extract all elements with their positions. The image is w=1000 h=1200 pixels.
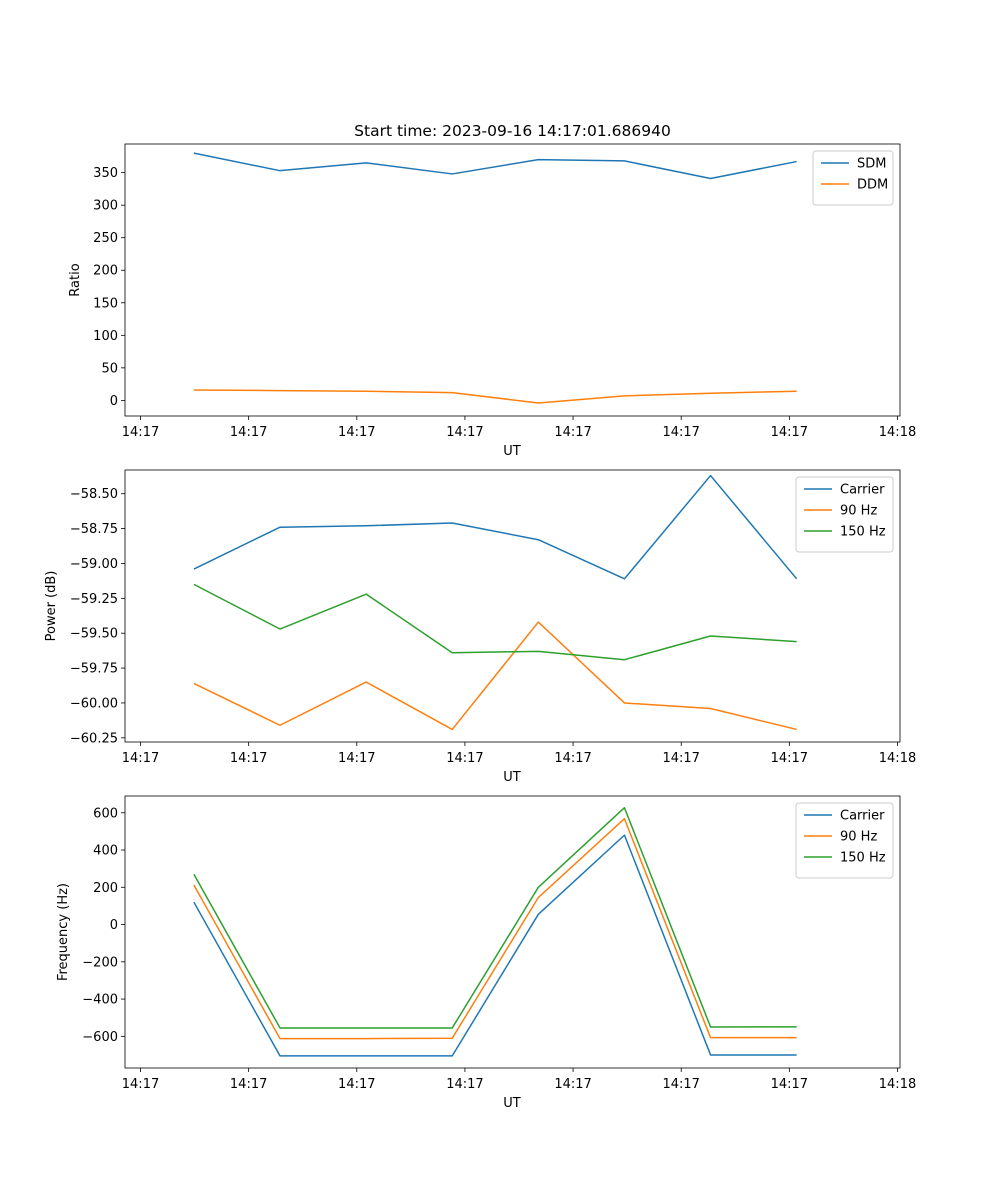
frequency-x-tick-label: 14:17 — [230, 1077, 267, 1092]
power-y-tick-label: −60.25 — [70, 731, 118, 746]
frequency-x-tick-label: 14:17 — [446, 1077, 483, 1092]
frequency-legend-label: 150 Hz — [840, 851, 886, 866]
ratio-x-tick-label: 14:17 — [554, 425, 591, 440]
ratio-y-tick-label: 300 — [93, 199, 118, 214]
ratio-legend-label: SDM — [857, 157, 886, 172]
frequency-x-tick-label: 14:17 — [771, 1077, 808, 1092]
power-y-tick-label: −58.75 — [70, 522, 118, 537]
ratio-y-tick-label: 50 — [101, 361, 118, 376]
power-x-tick-label: 14:17 — [446, 751, 483, 766]
ratio-x-tick-label: 14:17 — [338, 425, 375, 440]
power-y-tick-label: −59.25 — [70, 592, 118, 607]
frequency-legend — [795, 802, 894, 879]
frequency-x-tick-label: 14:18 — [879, 1077, 916, 1092]
ratio-y-tick-label: 250 — [93, 231, 118, 246]
power-legend — [795, 476, 894, 553]
power-series-150-hz — [193, 583, 797, 661]
frequency-axes-frame — [124, 795, 901, 1069]
frequency-series-90-hz — [193, 817, 797, 1040]
power-y-tick-label: −58.50 — [70, 487, 118, 502]
power-legend-label: Carrier — [840, 483, 885, 498]
power-series-90-hz — [193, 621, 797, 731]
frequency-panel: 14:17 14:17 14:17 14:17 14:17 14:17 14:17 14:18… — [56, 795, 916, 1111]
power-x-axis-label: UT — [503, 770, 521, 785]
ratio-y-tick-label: 0 — [110, 394, 118, 409]
frequency-series-150-hz — [193, 806, 797, 1029]
frequency-x-tick-label: 14:17 — [338, 1077, 375, 1092]
frequency-y-tick-label: −600 — [82, 1030, 118, 1045]
ratio-y-tick-label: 100 — [93, 329, 118, 344]
frequency-y-tick-label: 400 — [93, 844, 118, 859]
ratio-x-tick-label: 14:17 — [230, 425, 267, 440]
frequency-y-tick-label: 200 — [93, 881, 118, 896]
ratio-series-ddm — [193, 389, 797, 404]
power-y-tick-label: −59.00 — [70, 557, 118, 572]
frequency-legend-label: Carrier — [840, 809, 885, 824]
power-x-tick-label: 14:17 — [662, 751, 699, 766]
ratio-series-sdm — [193, 152, 797, 180]
power-y-axis-label: Power (dB) — [44, 571, 59, 642]
frequency-legend-label: 90 Hz — [840, 830, 877, 845]
ratio-x-tick-label: 14:17 — [662, 425, 699, 440]
ratio-y-axis-label: Ratio — [68, 263, 83, 296]
power-x-tick-label: 14:17 — [338, 751, 375, 766]
ratio-panel: 14:17 14:17 14:17 14:17 14:17 14:17 14:17 14:18… — [68, 143, 916, 459]
frequency-series-carrier — [193, 834, 797, 1057]
ratio-y-tick-label: 150 — [93, 296, 118, 311]
power-panel: 14:17 14:17 14:17 14:17 14:17 14:17 14:17 14:18… — [44, 469, 916, 785]
ratio-x-tick-label: 14:17 — [122, 425, 159, 440]
ratio-y-tick-label: 200 — [93, 264, 118, 279]
frequency-y-tick-label: 600 — [93, 806, 118, 821]
figure-title: Start time: 2023-09-16 14:17:01.686940 — [354, 122, 671, 140]
power-x-tick-label: 14:18 — [879, 751, 916, 766]
power-y-tick-label: −59.50 — [70, 627, 118, 642]
power-y-tick-label: −59.75 — [70, 662, 118, 677]
frequency-y-tick-label: 0 — [110, 918, 118, 933]
frequency-x-tick-label: 14:17 — [554, 1077, 591, 1092]
frequency-y-tick-label: −400 — [82, 993, 118, 1008]
frequency-x-tick-label: 14:17 — [122, 1077, 159, 1092]
power-x-tick-label: 14:17 — [771, 751, 808, 766]
frequency-y-tick-label: −200 — [82, 955, 118, 970]
ratio-x-axis-label: UT — [503, 444, 521, 459]
frequency-y-axis-label: Frequency (Hz) — [56, 883, 71, 981]
power-x-tick-label: 14:17 — [230, 751, 267, 766]
ratio-x-tick-label: 14:17 — [446, 425, 483, 440]
ratio-x-tick-label: 14:18 — [879, 425, 916, 440]
power-x-tick-label: 14:17 — [554, 751, 591, 766]
frequency-x-tick-label: 14:17 — [662, 1077, 699, 1092]
ratio-x-tick-label: 14:17 — [771, 425, 808, 440]
power-y-tick-label: −60.00 — [70, 696, 118, 711]
power-legend-label: 90 Hz — [840, 504, 877, 519]
ratio-legend-label: DDM — [857, 178, 888, 193]
ratio-axes-frame — [124, 143, 901, 417]
power-series-carrier — [193, 474, 798, 580]
ratio-y-tick-label: 350 — [93, 166, 118, 181]
power-legend-label: 150 Hz — [840, 525, 886, 540]
ratio-legend — [812, 150, 894, 206]
power-axes-frame — [124, 469, 901, 743]
frequency-x-axis-label: UT — [503, 1096, 521, 1111]
power-x-tick-label: 14:17 — [122, 751, 159, 766]
